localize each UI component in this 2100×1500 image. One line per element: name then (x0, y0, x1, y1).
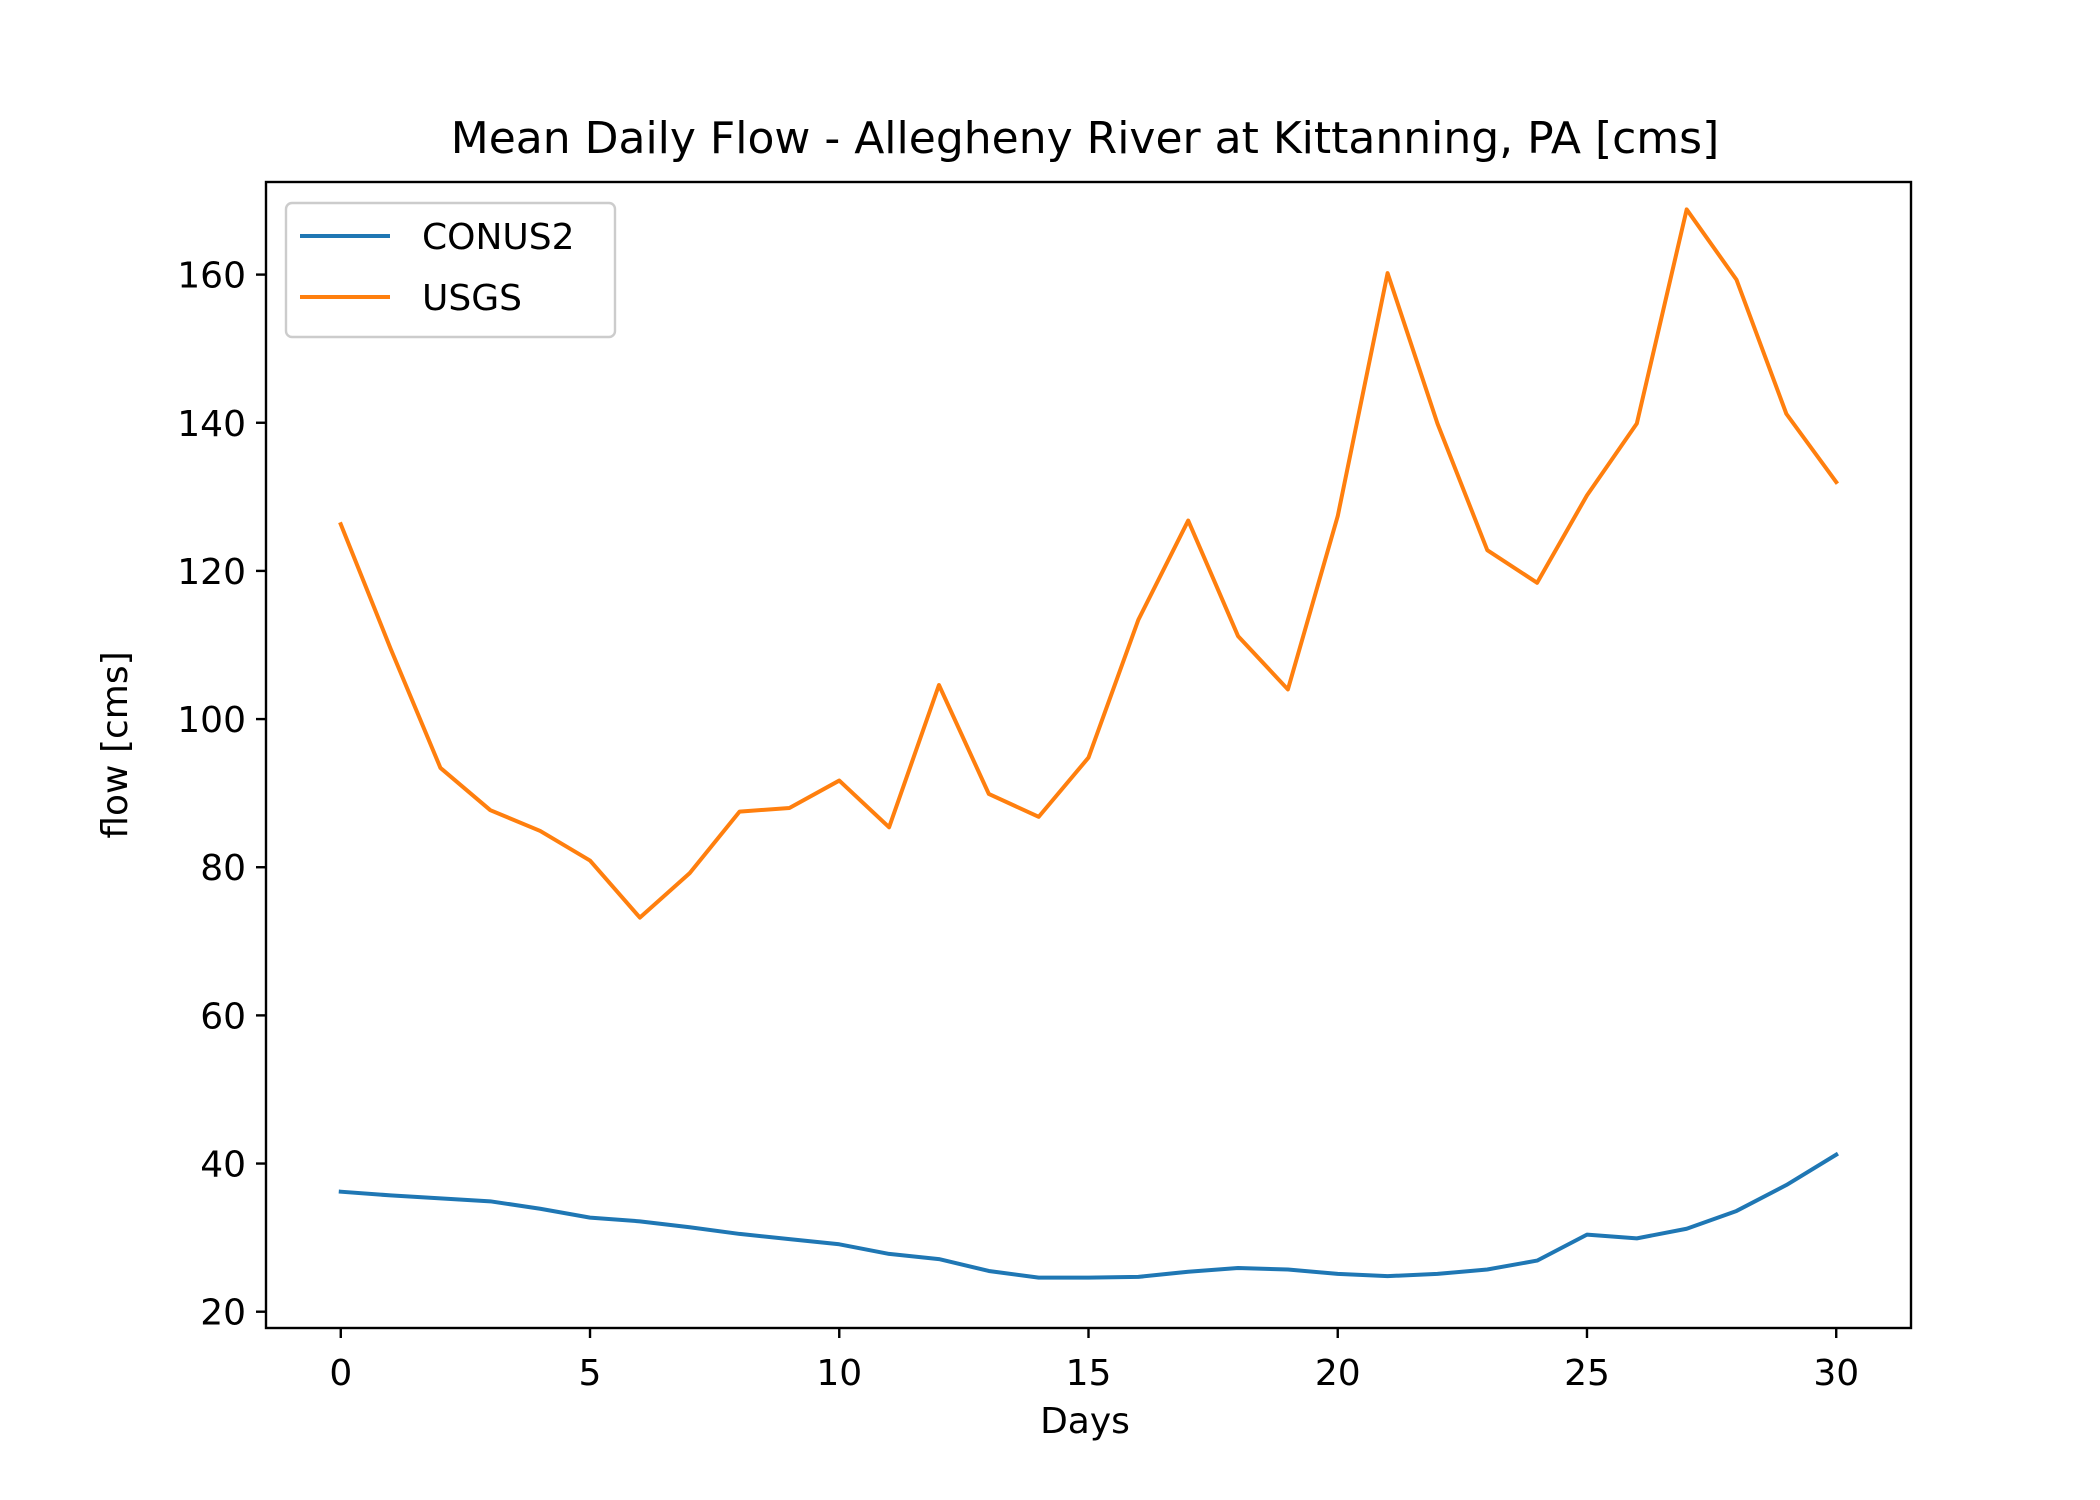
chart-title: Mean Daily Flow - Allegheny River at Kit… (451, 113, 1720, 164)
legend-label-usgs: USGS (422, 278, 522, 319)
y-tick-label: 80 (200, 848, 246, 889)
series-layer (338, 207, 1840, 1280)
ticks-layer: 0 5 10 15 20 25 30 20 40 60 80 100 120 140 160 (177, 256, 1859, 1394)
legend-label-conus2: CONUS2 (422, 217, 575, 258)
y-tick-label: 100 (177, 700, 246, 741)
y-tick-label: 120 (177, 552, 246, 593)
x-tick-label: 10 (816, 1353, 862, 1394)
y-tick-label: 140 (177, 404, 246, 445)
x-tick-label: 5 (579, 1353, 602, 1394)
legend: CONUS2 USGS (284, 201, 617, 339)
plot-area-frame (264, 180, 1913, 1330)
y-tick-label: 160 (177, 256, 246, 297)
y-tick-label: 60 (200, 996, 246, 1037)
x-tick-label: 30 (1813, 1353, 1859, 1394)
x-tick-label: 20 (1315, 1353, 1361, 1394)
x-tick-label: 25 (1564, 1353, 1610, 1394)
x-tick-label: 0 (329, 1353, 352, 1394)
y-tick-label: 40 (200, 1145, 246, 1186)
x-axis-label: Days (1040, 1401, 1130, 1442)
y-axis-label: flow [cms] (95, 651, 136, 838)
x-tick-label: 15 (1066, 1353, 1112, 1394)
y-tick-label: 20 (200, 1293, 246, 1334)
